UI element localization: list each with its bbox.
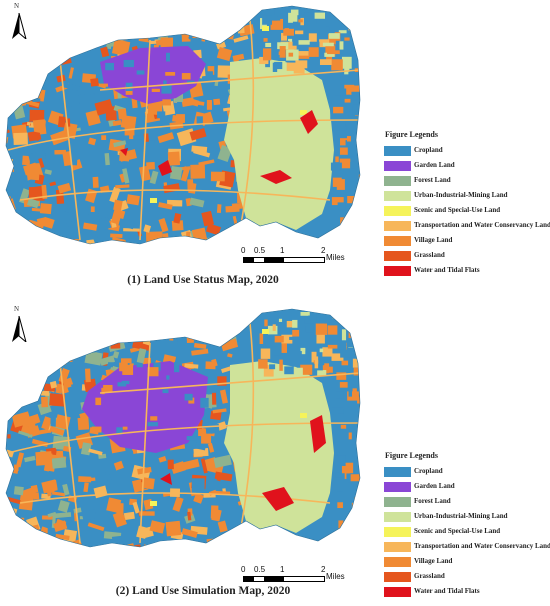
legend-item: Garden Land xyxy=(384,480,550,495)
legend-swatch xyxy=(384,527,411,537)
scale-unit: Miles xyxy=(326,253,345,262)
legend-label: Scenic and Special-Use Land xyxy=(414,527,501,535)
north-arrow-icon xyxy=(12,316,27,342)
north-label: N xyxy=(14,305,20,313)
legend-label: Water and Tidal Flats xyxy=(414,266,480,274)
scale-tick: 0.5 xyxy=(254,565,266,574)
legend-label: Forest Land xyxy=(414,176,451,184)
map-caption: (2) Land Use Simulation Map, 2020 xyxy=(115,585,291,597)
legend-item: Scenic and Special-Use Land xyxy=(384,525,550,540)
legend-item: Forest Land xyxy=(384,174,550,189)
legend-swatch xyxy=(384,266,411,276)
legend-label: Water and Tidal Flats xyxy=(414,587,480,595)
legend-label: Grassland xyxy=(414,572,445,580)
legend-label: Urban-Industrial-Mining Land xyxy=(414,191,508,199)
land-use-map xyxy=(5,5,361,245)
legend-swatch xyxy=(384,512,411,522)
scale-tick: 2 xyxy=(321,246,326,255)
legend-item: Water and Tidal Flats xyxy=(384,264,550,279)
scale-bar-graphic xyxy=(243,257,325,263)
legend-swatch xyxy=(384,557,411,567)
map-legend: Figure Legends Cropland Garden Land Forest… xyxy=(384,130,550,279)
legend-swatch xyxy=(384,497,411,507)
legend-label: Village Land xyxy=(414,557,453,565)
map-legend: Figure Legends Cropland Garden Land Forest… xyxy=(384,451,550,600)
north-arrow: N xyxy=(8,2,30,42)
legend-label: Cropland xyxy=(414,146,443,154)
legend-swatch xyxy=(384,191,411,201)
scale-tick: 0 xyxy=(241,565,246,574)
legend-item: Village Land xyxy=(384,555,550,570)
map-panel-simulation: N 0 0.5 1 2 Miles (2) Land Use Simulatio… xyxy=(0,303,550,606)
legend-item: Urban-Industrial-Mining Land xyxy=(384,510,550,525)
scale-tick: 0.5 xyxy=(254,246,266,255)
north-arrow: N xyxy=(8,305,30,345)
scale-bar: 0 0.5 1 2 Miles xyxy=(238,565,358,589)
legend-item: Grassland xyxy=(384,570,550,585)
legend-item: Garden Land xyxy=(384,159,550,174)
legend-item: Transportation and Water Conservancy Lan… xyxy=(384,540,550,555)
map-caption: (1) Land Use Status Map, 2020 xyxy=(127,274,279,286)
scale-tick: 2 xyxy=(321,565,326,574)
legend-label: Grassland xyxy=(414,251,445,259)
map-panel-status: N 0 0.5 1 2 Miles (1) Land Use Status Ma… xyxy=(5,2,550,286)
legend-label: Scenic and Special-Use Land xyxy=(414,206,501,214)
legend-label: Transportation and Water Conservancy Lan… xyxy=(414,542,550,550)
legend-swatch xyxy=(384,206,411,216)
scale-tick: 0 xyxy=(241,246,246,255)
legend-swatch xyxy=(384,542,411,552)
legend-item: Water and Tidal Flats xyxy=(384,585,550,600)
legend-item: Scenic and Special-Use Land xyxy=(384,204,550,219)
legend-label: Garden Land xyxy=(414,482,455,490)
legend-item: Grassland xyxy=(384,249,550,264)
north-label: N xyxy=(14,2,20,10)
legend-label: Forest Land xyxy=(414,497,451,505)
legend-swatch xyxy=(384,146,411,156)
legend-swatch xyxy=(384,587,411,597)
legend-swatch xyxy=(384,482,411,492)
legend-swatch xyxy=(384,251,411,261)
legend-label: Village Land xyxy=(414,236,453,244)
scale-tick: 1 xyxy=(280,246,285,255)
legend-label: Cropland xyxy=(414,467,443,475)
legend-swatch xyxy=(384,572,411,582)
legend-label: Garden Land xyxy=(414,161,455,169)
legend-item: Cropland xyxy=(384,144,550,159)
legend-item: Forest Land xyxy=(384,495,550,510)
legend-swatch xyxy=(384,467,411,477)
land-use-map xyxy=(5,308,361,548)
legend-title: Figure Legends xyxy=(385,451,438,460)
legend-swatch xyxy=(384,161,411,171)
legend-swatch xyxy=(384,221,411,231)
north-arrow-icon xyxy=(12,13,27,39)
legend-item: Cropland xyxy=(384,465,550,480)
legend-label: Transportation and Water Conservancy Lan… xyxy=(414,221,550,229)
legend-item: Village Land xyxy=(384,234,550,249)
scale-tick: 1 xyxy=(280,565,285,574)
scale-unit: Miles xyxy=(326,572,345,581)
legend-title: Figure Legends xyxy=(385,130,438,139)
legend-item: Urban-Industrial-Mining Land xyxy=(384,189,550,204)
legend-label: Urban-Industrial-Mining Land xyxy=(414,512,508,520)
legend-swatch xyxy=(384,236,411,246)
legend-swatch xyxy=(384,176,411,186)
legend-item: Transportation and Water Conservancy Lan… xyxy=(384,219,550,234)
scale-bar-graphic xyxy=(243,576,325,582)
scale-bar: 0 0.5 1 2 Miles xyxy=(238,246,358,270)
